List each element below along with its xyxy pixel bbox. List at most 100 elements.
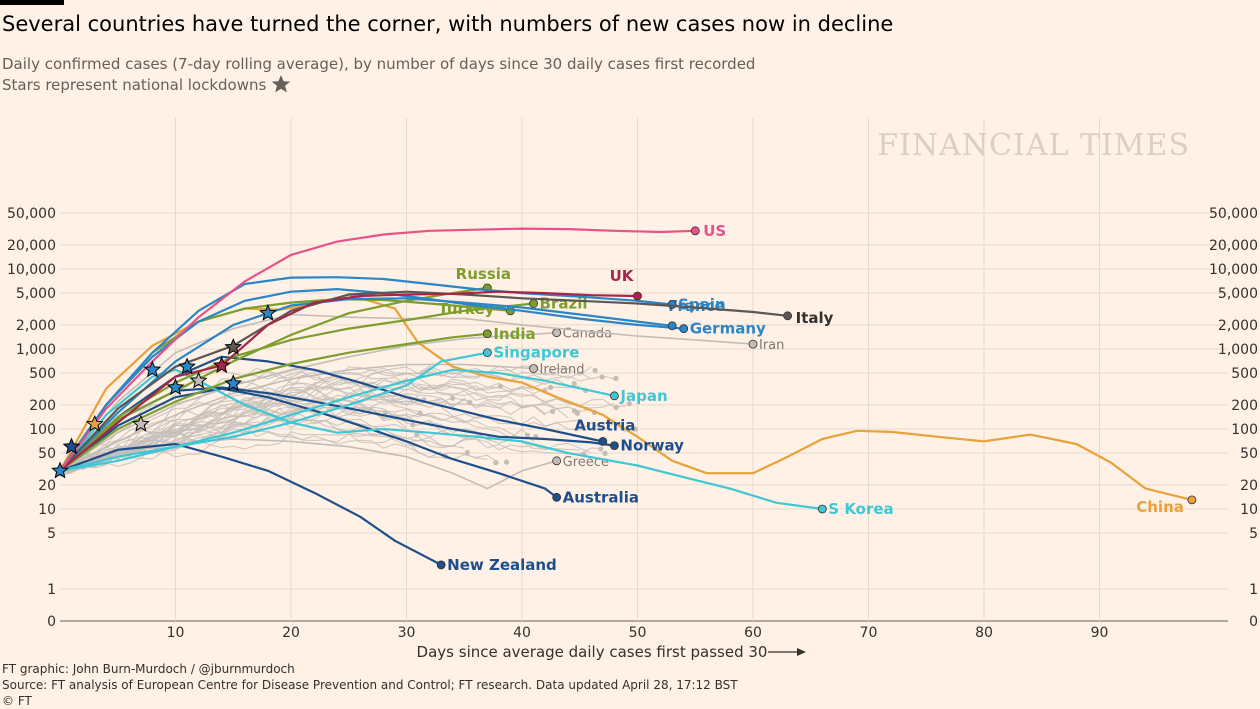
series-endpoint-brazil	[529, 299, 538, 308]
series-label-china: China	[1136, 498, 1184, 516]
lockdown-star-icon	[85, 414, 104, 432]
series-endpoint-australia	[552, 492, 562, 502]
other-country-endpoint	[417, 410, 423, 416]
other-country-line	[59, 396, 534, 473]
other-country-endpoint	[577, 419, 583, 425]
lockdown-star-icon	[189, 371, 208, 389]
series-endpoint-china	[1187, 495, 1197, 505]
y-tick-label-right: 0	[1249, 614, 1258, 630]
series-label-ireland: Ireland	[540, 363, 585, 378]
y-tick-label-right: 50	[1240, 446, 1258, 462]
series-line-ireland	[59, 363, 534, 472]
footer-source: Source: FT analysis of European Centre f…	[2, 678, 738, 692]
series-line-spain	[59, 276, 673, 472]
x-tick-label: 50	[629, 625, 647, 641]
x-tick-label: 60	[744, 625, 762, 641]
y-tick-label-left: 5	[47, 526, 56, 542]
y-tick-label-right: 2,000	[1218, 318, 1258, 334]
lockdown-star-icon	[212, 356, 231, 374]
y-tick-label-left: 20	[38, 478, 56, 494]
y-tick-label-left: 50,000	[7, 206, 56, 222]
other-country-endpoint	[493, 460, 499, 466]
series-line-singapore	[59, 351, 488, 472]
y-tick-label-right: 1	[1249, 582, 1258, 598]
series-label-austria: Austria	[574, 416, 635, 434]
y-tick-label-left: 200	[29, 398, 56, 414]
series-line-india	[59, 332, 488, 472]
other-country-endpoint	[602, 450, 608, 456]
other-country-line	[59, 366, 615, 477]
lockdown-star-icon	[166, 378, 185, 396]
y-tick-label-right: 10	[1240, 502, 1258, 518]
y-tick-label-left: 10	[38, 502, 56, 518]
series-endpoint-uk	[633, 291, 642, 301]
lockdown-star-icon	[224, 338, 243, 355]
stars-note-text: Stars represent national lockdowns	[2, 76, 267, 94]
series-endpoint-austria	[598, 436, 608, 446]
chart-subtitle: Daily confirmed cases (7-day rolling ave…	[2, 55, 756, 73]
star-icon	[271, 75, 291, 93]
series-label-s-korea: S Korea	[828, 500, 893, 518]
series-endpoint-ireland	[529, 364, 538, 373]
y-tick-label-left: 20,000	[7, 238, 56, 254]
y-tick-label-left: 0	[47, 614, 56, 630]
y-tick-label-right: 20,000	[1209, 238, 1258, 254]
other-country-endpoint	[503, 459, 510, 465]
other-country-endpoint	[613, 375, 619, 381]
series-label-norway: Norway	[620, 437, 684, 455]
series-line-new-zealand	[59, 442, 442, 566]
series-line-us	[59, 227, 696, 472]
y-tick-label-left: 100	[29, 422, 56, 438]
y-tick-label-right: 500	[1231, 366, 1258, 382]
x-axis-title: Days since average daily cases first pas…	[417, 643, 768, 661]
series-line-brazil	[59, 302, 534, 472]
lockdown-star-icon	[178, 357, 196, 375]
y-tick-label-right: 50,000	[1209, 206, 1258, 222]
series-line-germany	[59, 288, 684, 472]
other-country-line	[59, 431, 603, 477]
series-endpoint-new-zealand	[436, 560, 446, 570]
series-line-china	[59, 293, 1193, 501]
series-line-russia	[59, 286, 488, 472]
x-tick-label: 90	[1091, 625, 1109, 641]
x-tick-label: 70	[860, 625, 878, 641]
series-line-uk	[59, 290, 638, 472]
y-tick-label-left: 1	[47, 582, 56, 598]
x-tick-label: 30	[398, 625, 416, 641]
series-endpoint-norway	[610, 441, 619, 451]
x-axis-arrow-head	[797, 648, 806, 656]
series-endpoint-france	[667, 321, 677, 331]
chart-title: Several countries have turned the corner…	[2, 12, 894, 36]
lockdown-star-icon	[224, 374, 243, 392]
series-label-japan: Japan	[619, 387, 667, 405]
lockdown-star-icon	[131, 414, 150, 432]
series-label-germany: Germany	[690, 320, 766, 338]
series-endpoint-s-korea	[817, 504, 827, 514]
y-tick-label-left: 50	[38, 446, 56, 462]
series-line-canada	[59, 331, 557, 472]
ft-brand-bar	[0, 0, 64, 5]
series-label-iran: Iran	[759, 338, 784, 353]
y-tick-label-right: 100	[1231, 422, 1258, 438]
series-line-s-korea	[59, 368, 823, 511]
y-tick-label-left: 500	[29, 366, 56, 382]
lockdown-stars	[51, 303, 277, 479]
gridlines	[60, 118, 1228, 622]
ft-watermark: FINANCIAL TIMES	[877, 128, 1190, 163]
y-tick-label-left: 2,000	[16, 318, 56, 334]
other-country-line	[59, 379, 615, 472]
series-line-australia	[59, 387, 558, 499]
stars-note: Stars represent national lockdowns	[2, 74, 291, 94]
x-tick-label: 20	[282, 625, 300, 641]
other-country-endpoint	[592, 367, 598, 373]
other-country-endpoint	[524, 432, 530, 438]
x-tick-label: 40	[513, 625, 531, 641]
series-label-australia: Australia	[563, 488, 639, 506]
lockdown-star-icon	[259, 303, 277, 321]
other-country-endpoint	[626, 401, 632, 407]
lockdown-star-icon	[51, 461, 69, 479]
series-label-russia: Russia	[456, 265, 511, 283]
lockdown-star-icon	[62, 437, 81, 455]
series-endpoint-canada	[552, 328, 562, 338]
